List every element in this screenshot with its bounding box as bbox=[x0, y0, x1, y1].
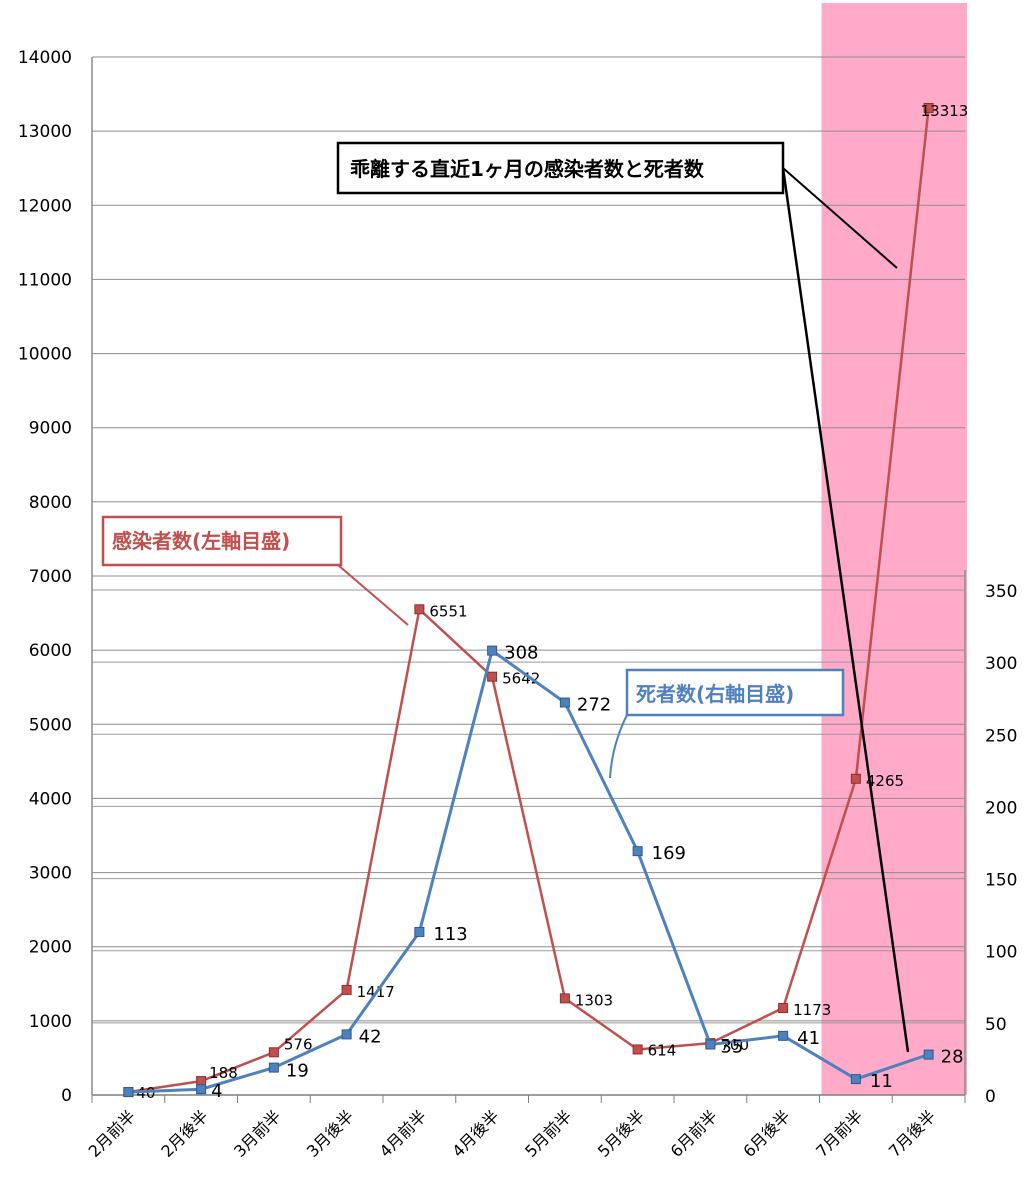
main-annotation-box bbox=[336, 141, 785, 195]
x-tick-label: 3月前半 bbox=[230, 1106, 285, 1161]
infections-marker bbox=[487, 671, 498, 682]
x-tick-label: 2月後半 bbox=[157, 1106, 212, 1161]
infections-data-label: 188 bbox=[209, 1064, 238, 1082]
y-left-tick-label: 14000 bbox=[18, 48, 72, 68]
deaths-data-label: 11 bbox=[870, 1071, 893, 1092]
x-tick-label: 4月後半 bbox=[448, 1106, 503, 1161]
y-left-tick-label: 10000 bbox=[18, 345, 72, 365]
y-right-tick-label: 250 bbox=[985, 726, 1017, 746]
y-left-tick-label: 0 bbox=[61, 1086, 72, 1106]
infections-marker bbox=[559, 993, 570, 1004]
deaths-marker bbox=[123, 1087, 134, 1098]
deaths-line bbox=[128, 648, 930, 1094]
infections-marker bbox=[923, 102, 934, 113]
deaths-marker bbox=[268, 1062, 279, 1073]
deaths-data-label: 113 bbox=[433, 924, 467, 945]
deaths-marker bbox=[923, 1049, 934, 1060]
y-right-tick-label: 50 bbox=[985, 1015, 1007, 1035]
y-right-tick-label: 150 bbox=[985, 871, 1017, 891]
infections-annotation-pointer bbox=[337, 564, 409, 626]
y-right-tick-label: 200 bbox=[985, 798, 1017, 818]
infections-annotation-box bbox=[101, 515, 343, 567]
deaths-marker bbox=[196, 1084, 207, 1095]
y-right-tick-label: 0 bbox=[985, 1087, 996, 1107]
infections-marker bbox=[632, 1044, 643, 1055]
infections-data-label: 40 bbox=[136, 1084, 155, 1102]
infections-line bbox=[128, 107, 930, 1094]
infections-marker bbox=[196, 1076, 207, 1087]
deaths-annotation-pointer bbox=[609, 714, 628, 779]
deaths-marker bbox=[778, 1030, 789, 1041]
main-annotation-pointer bbox=[782, 167, 898, 269]
y-right-tick-label: 350 bbox=[985, 582, 1017, 602]
infections-data-label: 614 bbox=[648, 1041, 677, 1059]
infections-marker bbox=[268, 1047, 279, 1058]
deaths-marker bbox=[850, 1074, 861, 1085]
deaths-data-label: 272 bbox=[577, 695, 611, 716]
main-annotation-text: 乖離する直近1ヶ月の感染者数と死者数 bbox=[350, 157, 705, 181]
y-left-tick-label: 3000 bbox=[29, 864, 72, 884]
infections-data-label: 5642 bbox=[502, 670, 540, 688]
y-right-tick-label: 100 bbox=[985, 943, 1017, 963]
deaths-data-label: 308 bbox=[504, 643, 538, 664]
deaths-data-label: 28 bbox=[941, 1047, 964, 1068]
deaths-marker bbox=[705, 1039, 716, 1050]
y-left-tick-label: 13000 bbox=[18, 122, 72, 142]
deaths-data-label: 169 bbox=[652, 843, 686, 864]
main-annotation-pointer bbox=[781, 167, 910, 1053]
deaths-annotation-box bbox=[625, 668, 845, 717]
infections-marker bbox=[414, 604, 425, 615]
deaths-marker bbox=[487, 645, 498, 656]
deaths-data-label: 41 bbox=[797, 1028, 820, 1049]
deaths-marker bbox=[632, 846, 643, 857]
y-right-tick-label: 300 bbox=[985, 654, 1017, 674]
x-tick-label: 3月後半 bbox=[303, 1106, 358, 1161]
infections-marker bbox=[341, 984, 352, 995]
x-tick-label: 6月後半 bbox=[739, 1106, 794, 1161]
x-tick-label: 7月前半 bbox=[812, 1106, 867, 1161]
deaths-marker bbox=[341, 1029, 352, 1040]
infections-data-label: 6551 bbox=[429, 602, 467, 620]
x-tick-label: 2月前半 bbox=[85, 1106, 140, 1161]
y-left-tick-label: 11000 bbox=[18, 270, 72, 290]
infections-marker bbox=[778, 1003, 789, 1014]
y-left-tick-label: 9000 bbox=[29, 419, 72, 439]
y-left-tick-label: 12000 bbox=[18, 196, 72, 216]
y-left-tick-label: 5000 bbox=[29, 715, 72, 735]
x-tick-label: 5月前半 bbox=[521, 1106, 576, 1161]
deaths-marker bbox=[559, 697, 570, 708]
y-left-tick-label: 2000 bbox=[29, 938, 72, 958]
x-tick-label: 5月後半 bbox=[594, 1106, 649, 1161]
deaths-annotation-text: 死者数(右軸目盛) bbox=[636, 682, 794, 706]
infections-data-label: 1303 bbox=[575, 991, 613, 1009]
deaths-data-label: 42 bbox=[359, 1026, 382, 1047]
y-left-tick-label: 6000 bbox=[29, 641, 72, 661]
y-left-tick-label: 1000 bbox=[29, 1012, 72, 1032]
infections-data-label: 4265 bbox=[866, 772, 904, 790]
y-left-tick-label: 8000 bbox=[29, 493, 72, 513]
x-tick-label: 6月前半 bbox=[667, 1106, 722, 1161]
highlight-band bbox=[821, 3, 967, 1095]
infections-marker bbox=[850, 773, 861, 784]
y-left-tick-label: 4000 bbox=[29, 789, 72, 809]
y-left-tick-label: 7000 bbox=[29, 567, 72, 587]
infections-data-label: 13313 bbox=[921, 102, 969, 120]
x-tick-label: 4月前半 bbox=[376, 1106, 431, 1161]
deaths-data-label: 19 bbox=[286, 1061, 309, 1082]
infections-data-label: 576 bbox=[284, 1035, 313, 1053]
infections-annotation-text: 感染者数(左軸目盛) bbox=[112, 529, 290, 553]
x-tick-label: 7月後半 bbox=[885, 1106, 940, 1161]
deaths-marker bbox=[414, 926, 425, 937]
deaths-data-label: 35 bbox=[720, 1037, 743, 1058]
infections-data-label: 1173 bbox=[793, 1001, 831, 1019]
deaths-data-label: 4 bbox=[211, 1081, 222, 1102]
